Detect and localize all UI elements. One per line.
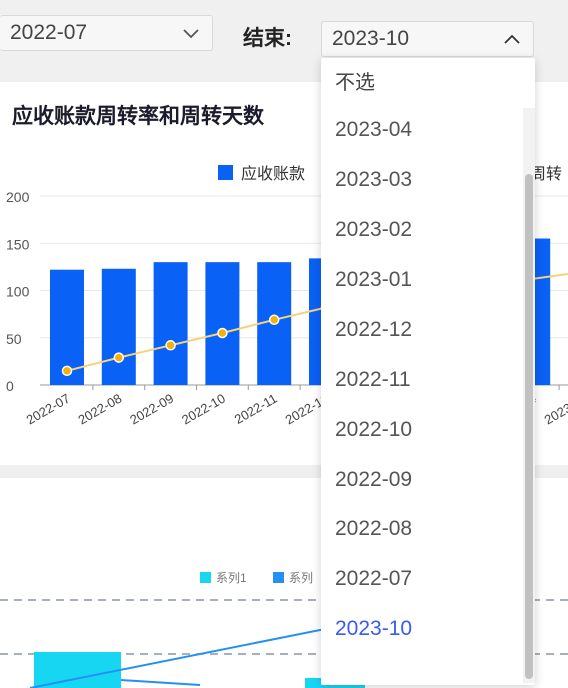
legend-swatch <box>218 164 233 180</box>
option-item[interactable]: 2022-10 <box>335 418 413 441</box>
legend-swatch <box>273 572 284 583</box>
start-date-select[interactable]: 2022-07 <box>0 15 213 51</box>
option-none[interactable]: 不选 <box>335 72 375 94</box>
bar-mark <box>101 268 136 385</box>
option-partial-label: 2023-05 <box>335 84 412 89</box>
line-point <box>268 314 280 326</box>
line-point <box>113 352 125 363</box>
y-tick-label: 0 <box>6 378 14 394</box>
x-tick-label: 2022-07 <box>24 391 73 428</box>
bar-mark <box>205 262 240 385</box>
option-item[interactable]: 2022-07 <box>335 567 413 590</box>
legend-series1: 系列1 <box>200 569 247 586</box>
line-point <box>61 365 73 377</box>
option-item[interactable]: 2022-09 <box>335 468 413 491</box>
y-tick-label: 100 <box>6 284 30 300</box>
start-date-value: 2022-07 <box>10 21 88 44</box>
legend-series1-label: 系列1 <box>216 571 247 585</box>
end-date-value: 2023-10 <box>332 27 410 50</box>
chevron-up-icon <box>504 34 520 44</box>
legend-series2-label: 系列 <box>289 571 314 585</box>
bar-mark <box>34 652 121 688</box>
x-tick-label: 2022-10 <box>179 391 228 428</box>
legend-swatch <box>200 572 211 583</box>
option-item[interactable]: 2023-03 <box>335 168 413 191</box>
chevron-down-icon <box>183 29 199 39</box>
x-tick-label: 2022-09 <box>127 391 176 428</box>
y-tick-label: 200 <box>6 189 30 205</box>
y-tick-label: 50 <box>6 331 22 347</box>
option-item[interactable]: 2022-08 <box>335 517 413 540</box>
scrollbar-thumb[interactable] <box>525 174 533 679</box>
option-item[interactable]: 2022-11 <box>335 368 411 391</box>
end-date-dropdown: 不选 2023-05 2023-04 2023-03 2023-02 2023-01 2… <box>321 58 535 685</box>
end-date-select[interactable]: 2023-10 <box>321 21 534 57</box>
x-tick-label: 2022-08 <box>75 391 124 428</box>
chart-title: 应收账款周转率和周转天数 <box>12 105 264 128</box>
series-line <box>29 627 331 688</box>
option-item[interactable]: 2022-12 <box>335 318 413 341</box>
option-item[interactable]: 2023-04 <box>335 118 413 141</box>
x-tick-label: 2023-05 <box>542 391 568 428</box>
x-tick-label: 2022-11 <box>232 391 280 427</box>
filter-bar: 2022-07 结束: 2023-10 <box>0 0 568 82</box>
option-item[interactable]: 2023-02 <box>335 218 413 241</box>
legend-bar: 应收账款 <box>218 160 305 184</box>
y-tick-label: 150 <box>6 236 30 252</box>
line-point <box>165 340 176 351</box>
legend-line-label: 周转 <box>530 166 563 183</box>
bar-mark <box>153 262 188 385</box>
option-item[interactable]: 2023-01 <box>335 268 413 291</box>
option-item[interactable]: 2023-10 <box>335 617 413 640</box>
chart-card-series: 系列1 系列 <box>0 478 568 688</box>
end-date-label: 结束: <box>243 27 292 50</box>
option-partial[interactable]: 2023-05 <box>335 84 412 98</box>
line-point <box>217 327 228 339</box>
legend-bar-label: 应收账款 <box>241 166 306 183</box>
legend-line: 周转 <box>530 160 562 184</box>
series-line <box>120 679 201 686</box>
legend-series2: 系列 <box>273 569 313 586</box>
